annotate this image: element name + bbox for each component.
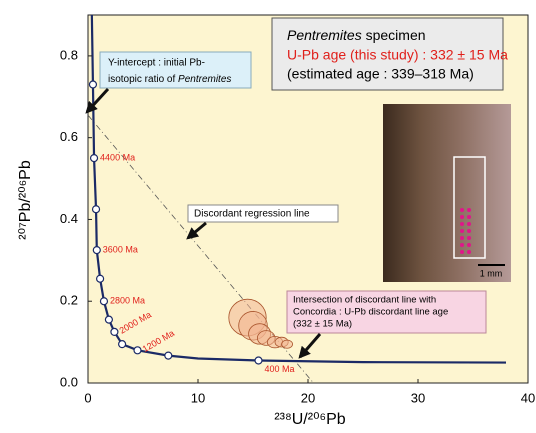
- y-tick-label: 0.4: [60, 211, 78, 226]
- x-tick-label: 40: [521, 390, 535, 405]
- x-axis-label: ²³⁸U/²⁰⁶Pb: [274, 411, 345, 428]
- x-tick-label: 0: [84, 390, 91, 405]
- concordia-curve: [90, 14, 507, 364]
- y-tick-label: 0.8: [60, 47, 78, 62]
- age-label: 400 Ma: [265, 364, 295, 374]
- y-axis-label: ²⁰⁷Pb/²⁰⁶Pb: [17, 160, 34, 240]
- photo: 1 mm: [383, 104, 511, 282]
- note-box: [286, 290, 487, 334]
- age-label: 3600 Ma: [103, 244, 138, 254]
- note-text: Concordia : U-Pb discordant line age: [293, 307, 448, 318]
- age-label: 2800 Ma: [110, 296, 145, 306]
- analysis-ellipse: [281, 339, 294, 349]
- age-point: [117, 340, 127, 349]
- y-tick-label: 0.2: [60, 293, 78, 308]
- scale-label: 1 mm: [480, 268, 503, 278]
- note-box: [99, 51, 252, 89]
- age-point: [95, 274, 105, 283]
- arrow: [85, 87, 110, 114]
- note-box: [187, 204, 339, 223]
- note-text: Y-intercept : initial Pb-: [108, 58, 205, 69]
- age-point: [99, 297, 109, 306]
- age-point: [92, 246, 101, 255]
- arrow: [186, 221, 207, 240]
- age-point: [88, 80, 98, 89]
- age-point: [104, 315, 114, 324]
- note-text: isotopic ratio of Pentremites: [108, 74, 231, 85]
- note-text: Discordant regression line: [194, 209, 310, 220]
- age-point: [110, 327, 119, 336]
- x-tick-label: 20: [301, 390, 315, 405]
- info-box: [271, 17, 504, 91]
- age-point: [133, 346, 142, 355]
- age-point: [89, 154, 99, 163]
- age-text: U-Pb age (this study) : 332 ± 15 Ma: [287, 47, 508, 63]
- age-point: [254, 356, 263, 365]
- age-point: [164, 351, 173, 360]
- estimate-text: (estimated age : 339–318 Ma): [287, 66, 474, 82]
- age-label: 4400 Ma: [100, 152, 135, 162]
- y-tick-label: 0.6: [60, 129, 78, 144]
- specimen-title: Pentremites specimen: [287, 27, 426, 43]
- specimen-name: Pentremites: [287, 27, 362, 43]
- note-name: Pentremites: [178, 74, 231, 85]
- note-text: Intersection of discordant line with: [293, 295, 436, 306]
- age-point: [91, 205, 101, 214]
- arrow: [298, 333, 322, 359]
- specimen-text: specimen: [362, 27, 426, 43]
- note-text: isotopic ratio of: [108, 74, 178, 85]
- x-tick-label: 30: [411, 390, 425, 405]
- y-tick-label: 0.0: [60, 374, 78, 389]
- x-tick-label: 10: [191, 390, 205, 405]
- note-text: (332 ± 15 Ma): [293, 319, 352, 330]
